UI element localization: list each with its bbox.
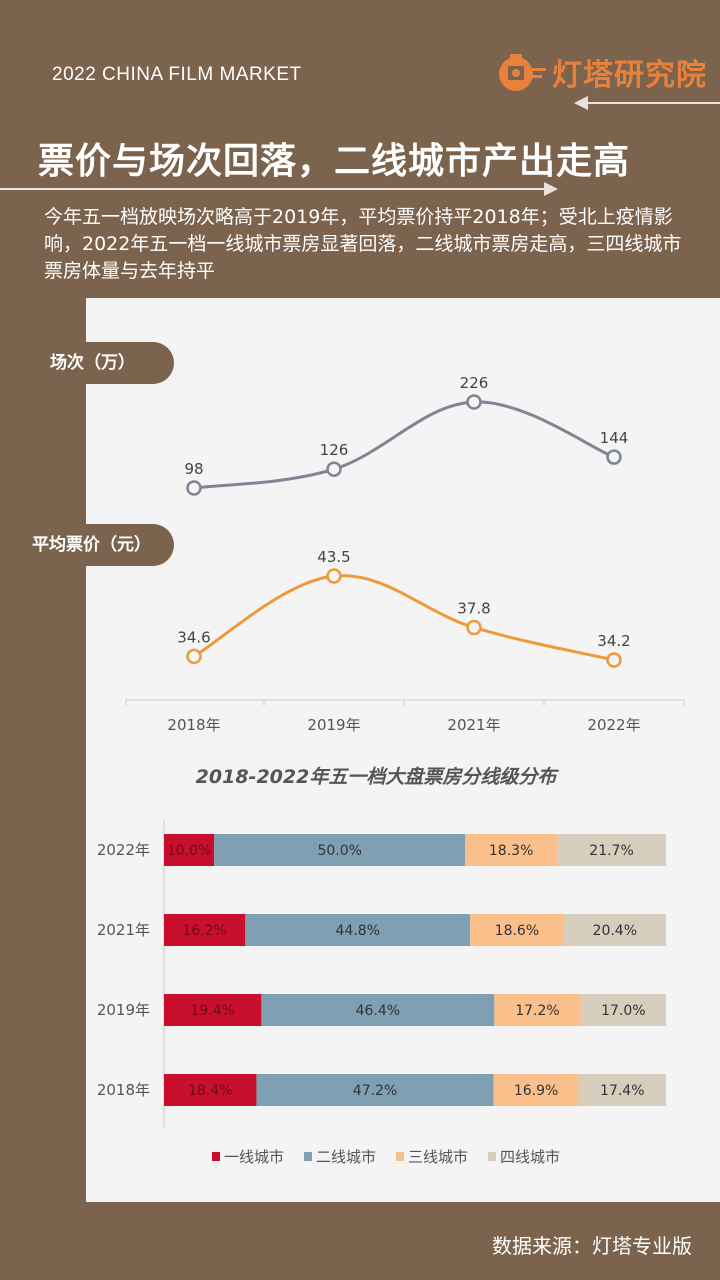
bar-value-label: 10.0% — [167, 843, 211, 859]
bar-chart-title: 2018-2022年五一档大盘票房分线级分布 — [195, 766, 557, 788]
data-point — [326, 568, 342, 584]
bar-segment — [245, 914, 471, 946]
data-point — [606, 449, 622, 465]
bar-value-label: 17.4% — [600, 1083, 644, 1099]
tag-avg-price-label: 平均票价（元） — [32, 535, 151, 555]
bar-segment — [256, 1074, 494, 1106]
bar-value-label: 17.2% — [515, 1003, 559, 1019]
legend-swatch — [488, 1152, 496, 1161]
brand-name: 灯塔研究院 — [552, 58, 707, 93]
bar-segment — [580, 994, 666, 1026]
data-label: 37.8 — [457, 599, 490, 617]
legend-label: 三线城市 — [408, 1148, 468, 1166]
headline: 票价与场次回落，二线城市产出走高 — [38, 141, 631, 182]
data-point — [606, 652, 622, 668]
bar-value-label: 20.4% — [593, 923, 637, 939]
data-label: 126 — [320, 441, 349, 459]
x-tick-label: 2019年 — [307, 716, 360, 734]
bar-segment — [494, 994, 581, 1026]
bar-value-label: 47.2% — [353, 1083, 397, 1099]
bar-value-label: 18.3% — [489, 843, 533, 859]
data-label: 144 — [600, 429, 629, 447]
legend-label: 一线城市 — [224, 1148, 284, 1166]
bar-value-label: 21.7% — [589, 843, 633, 859]
data-point — [466, 619, 482, 636]
bar-value-label: 50.0% — [317, 843, 361, 859]
source-note: 数据来源：灯塔专业版 — [492, 1234, 692, 1258]
bar-segment — [164, 914, 246, 946]
top-arrow-line — [582, 102, 720, 104]
bar-value-label: 46.4% — [356, 1003, 400, 1019]
intro-text: 今年五一档放映场次略高于2019年，平均票价持平2018年；受北上疫情影响，20… — [44, 206, 682, 282]
brand-logo: 灯塔研究院 — [494, 44, 714, 100]
legend-label: 四线城市 — [500, 1148, 560, 1166]
data-label: 43.5 — [317, 548, 350, 566]
bar-segment — [578, 1074, 666, 1106]
y-tick-label: 2021年 — [97, 921, 150, 939]
x-tick-label: 2018年 — [167, 716, 220, 734]
bar-segment — [164, 834, 215, 866]
mid-arrow-line — [0, 188, 548, 190]
bar-value-label: 44.8% — [336, 923, 380, 939]
legend-label: 二线城市 — [316, 1148, 376, 1166]
bar-segment — [214, 834, 466, 866]
bar-value-label: 18.4% — [188, 1083, 232, 1099]
arrow-head-left-icon — [574, 96, 588, 110]
arrow-head-right-icon — [544, 182, 558, 196]
bar-value-label: 18.6% — [495, 923, 539, 939]
bar-segment — [164, 1074, 257, 1106]
tag-avg-price: 平均票价（元） — [0, 524, 174, 566]
y-tick-label: 2018年 — [97, 1081, 150, 1099]
series-line — [193, 400, 615, 490]
bar-segment — [563, 914, 666, 946]
bar-segment — [557, 834, 666, 866]
legend-swatch — [212, 1152, 220, 1161]
bar-value-label: 17.0% — [601, 1003, 645, 1019]
x-tick-label: 2021年 — [447, 716, 500, 734]
data-point — [186, 648, 202, 665]
legend-swatch — [304, 1152, 312, 1161]
lighthouse-icon — [499, 54, 546, 91]
y-tick-label: 2019年 — [97, 1001, 150, 1019]
data-point — [186, 480, 202, 496]
bar-value-label: 19.4% — [190, 1003, 234, 1019]
tag-screenings-label: 场次（万） — [50, 353, 135, 373]
bar-segment — [164, 994, 262, 1026]
chart-panel — [86, 298, 720, 1202]
bar-segment — [470, 914, 564, 946]
legend-swatch — [396, 1152, 404, 1161]
tag-screenings: 场次（万） — [0, 342, 174, 384]
data-label: 34.2 — [597, 632, 630, 650]
line-chart: 2018年 2019年 2021年 2022年 98 126 226 144 34.6 43.5 3… — [125, 374, 685, 734]
data-label: 34.6 — [177, 628, 210, 646]
bar-value-label: 16.9% — [514, 1083, 558, 1099]
top-title: 2022 CHINA FILM MARKET — [52, 64, 302, 85]
y-tick-label: 2022年 — [97, 841, 150, 859]
data-point — [466, 394, 482, 410]
data-label: 226 — [460, 374, 489, 392]
bar-value-label: 16.2% — [182, 923, 226, 939]
bar-segment — [261, 994, 495, 1026]
bar-segment — [465, 834, 558, 866]
data-point — [326, 461, 342, 477]
bar-chart: 2022年 10.0% 50.0% 18.3% 21.7% 2021年 16.2% 44.8%… — [97, 820, 666, 1166]
x-tick-label: 2022年 — [587, 716, 640, 734]
data-label: 98 — [184, 460, 203, 478]
series-line — [193, 574, 615, 662]
bar-segment — [493, 1074, 579, 1106]
